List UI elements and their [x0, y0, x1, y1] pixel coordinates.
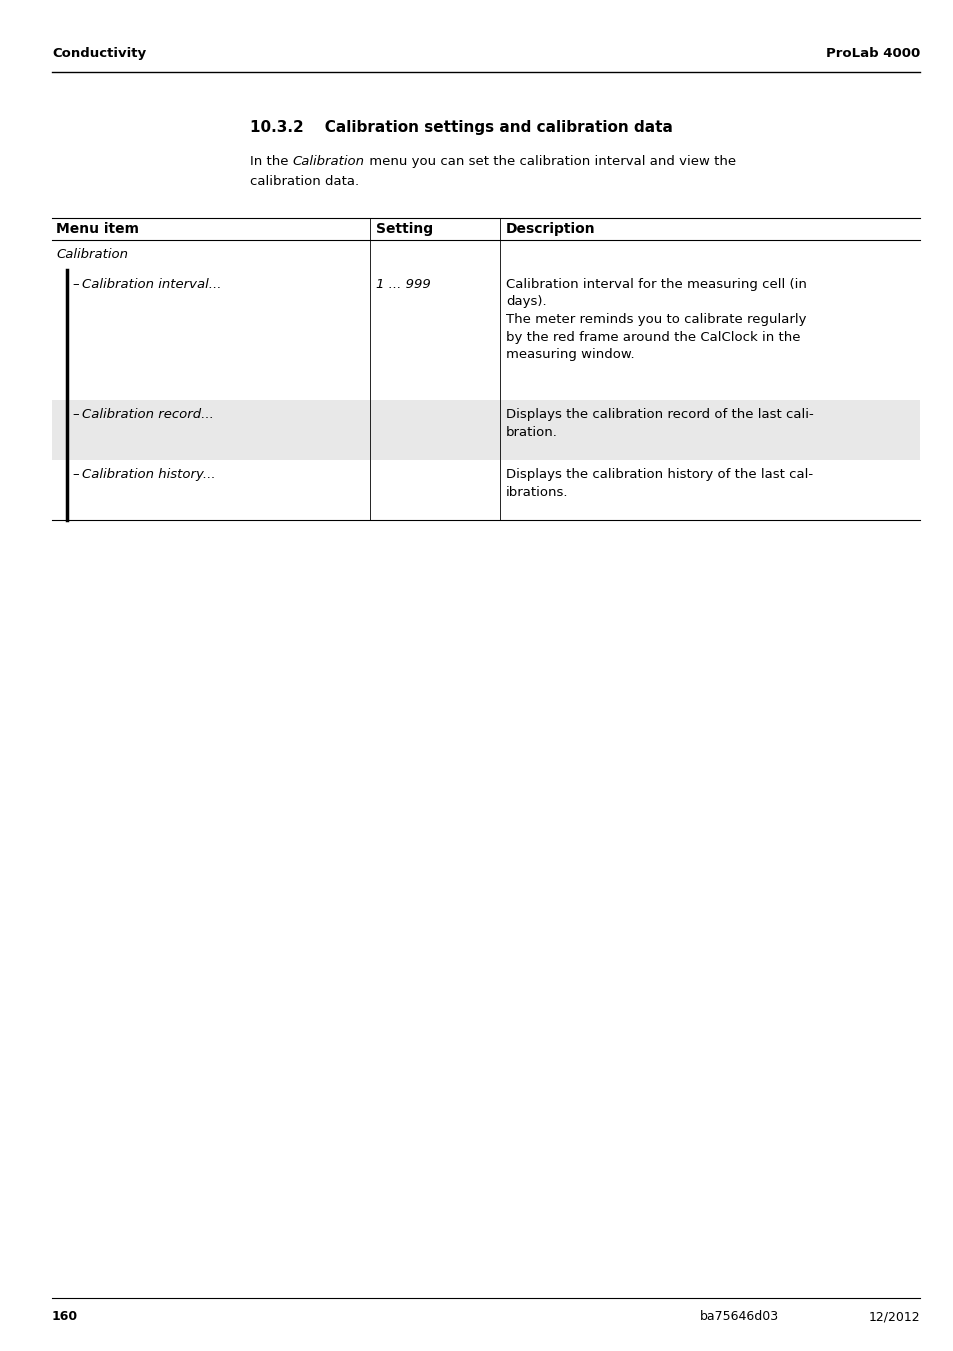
Text: In the: In the	[250, 155, 293, 168]
Text: 1 ... 999: 1 ... 999	[375, 278, 431, 290]
Text: Calibration: Calibration	[56, 249, 128, 261]
Text: Description: Description	[505, 222, 595, 236]
Text: menu you can set the calibration interval and view the: menu you can set the calibration interva…	[364, 155, 735, 168]
Text: Calibration record...: Calibration record...	[82, 408, 213, 422]
Text: Displays the calibration record of the last cali-
bration.: Displays the calibration record of the l…	[505, 408, 813, 439]
Bar	[52, 400, 919, 459]
Text: Calibration interval...: Calibration interval...	[82, 278, 221, 290]
Text: 12/2012: 12/2012	[867, 1310, 919, 1323]
Text: 160: 160	[52, 1310, 78, 1323]
Text: Calibration history...: Calibration history...	[82, 467, 215, 481]
Text: ba75646d03: ba75646d03	[700, 1310, 779, 1323]
Text: –: –	[71, 467, 78, 481]
Text: Displays the calibration history of the last cal-
ibrations.: Displays the calibration history of the …	[505, 467, 812, 499]
Text: Calibration: Calibration	[293, 155, 364, 168]
Text: Conductivity: Conductivity	[52, 47, 146, 59]
Text: calibration data.: calibration data.	[250, 176, 358, 188]
Text: Setting: Setting	[375, 222, 433, 236]
Text: 10.3.2    Calibration settings and calibration data: 10.3.2 Calibration settings and calibrat…	[250, 120, 672, 135]
Text: Calibration interval for the measuring cell (in
days).
The meter reminds you to : Calibration interval for the measuring c…	[505, 278, 806, 361]
Text: –: –	[71, 408, 78, 422]
Text: –: –	[71, 278, 78, 290]
Text: Menu item: Menu item	[56, 222, 139, 236]
Text: ProLab 4000: ProLab 4000	[825, 47, 919, 59]
